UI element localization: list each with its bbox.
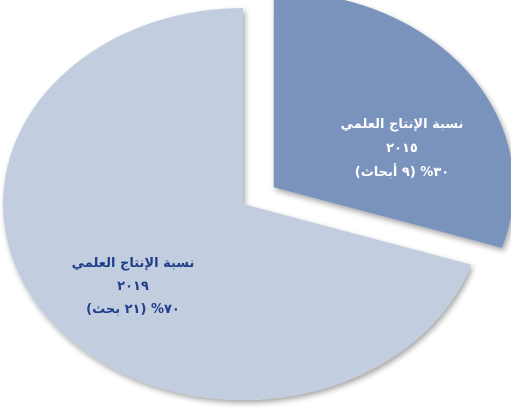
slice-label-2015: نسبة الإنتاج العلمي ٢٠١٥ ٣٠% (٩ أبحاث) <box>341 117 464 180</box>
slice-label-2019: نسبة الإنتاج العلمي ٢٠١٩ ٧٠% (٢١ بحث) <box>72 256 195 317</box>
slice-label-2019-line-1: نسبة الإنتاج العلمي <box>72 256 195 271</box>
slice-label-2019-line-2: ٢٠١٩ <box>117 279 149 294</box>
pie-slice-0 <box>273 0 511 248</box>
pie-slice-1 <box>3 8 472 400</box>
slice-label-2015-line-3: ٣٠% (٩ أبحاث) <box>355 163 449 180</box>
pie-slices <box>3 0 511 400</box>
slice-label-2015-line-1: نسبة الإنتاج العلمي <box>341 117 464 132</box>
slice-label-2019-line-3: ٧٠% (٢١ بحث) <box>86 302 180 317</box>
slice-label-2015-line-2: ٢٠١٥ <box>386 141 418 156</box>
